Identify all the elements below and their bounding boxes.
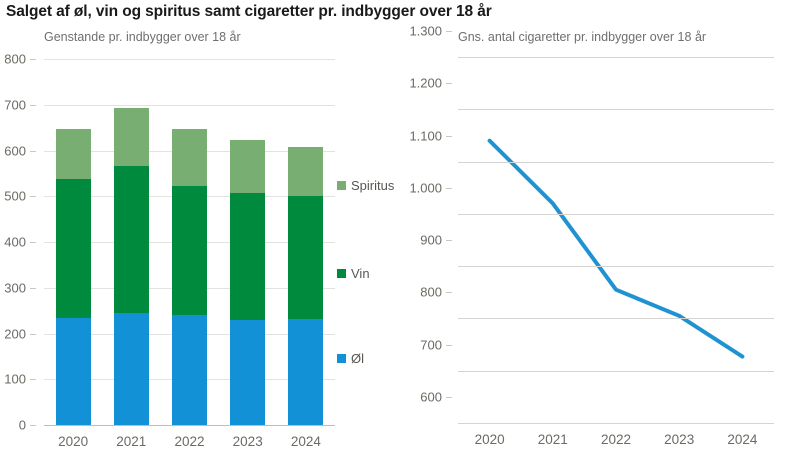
bar-chart-y-tick-label: 800 (4, 51, 26, 67)
bar-chart-gridline (44, 105, 335, 106)
legend-item-vin[interactable]: Vin (337, 266, 370, 281)
line-chart-y-tick-label: 1.100 (409, 128, 442, 144)
bar-chart-subtitle: Genstande pr. indbygger over 18 år (44, 30, 241, 44)
legend-item-label: Spiritus (351, 178, 395, 193)
bar-chart-gridline (44, 59, 335, 60)
bar-chart-x-tick-label: 2022 (174, 434, 205, 449)
bar-segment-øl[interactable] (230, 319, 266, 425)
bar-segment-spiritus[interactable] (55, 129, 91, 180)
bar-segment-øl[interactable] (55, 317, 91, 425)
line-chart-y-tick-label: 1.000 (409, 180, 442, 196)
line-chart-gridline (458, 423, 774, 424)
line-chart-y-tick-label: 600 (420, 389, 442, 405)
line-chart-gridline (458, 214, 774, 215)
bar-segment-spiritus[interactable] (230, 140, 266, 194)
line-chart-panel: Gns. antal cigaretter pr. indbygger over… (400, 26, 800, 463)
line-chart-x-tick-label: 2021 (537, 432, 568, 447)
line-chart-y-tick-label: 900 (420, 232, 442, 248)
bar-chart-y-tick-mark (30, 425, 36, 426)
legend-item-øl[interactable]: Øl (337, 351, 364, 366)
bar-chart-y-tick-mark (30, 59, 36, 60)
line-chart-subtitle: Gns. antal cigaretter pr. indbygger over… (458, 30, 707, 44)
line-chart-x-axis: 2020 2021 2022 2023 2024 (458, 432, 774, 452)
legend-item-label: Vin (351, 266, 370, 281)
line-chart-y-tick-mark (446, 345, 452, 346)
line-chart-y-tick-mark (446, 31, 452, 32)
line-chart-x-tick-label: 2023 (664, 432, 695, 447)
bar-group[interactable] (230, 59, 266, 425)
bar-group[interactable] (55, 59, 91, 425)
bar-segment-øl[interactable] (113, 312, 149, 425)
line-chart-x-tick-label: 2024 (727, 432, 758, 447)
bar-segment-vin[interactable] (55, 179, 91, 318)
line-chart-y-tick-label: 800 (420, 284, 442, 300)
bar-chart-x-tick-label: 2023 (232, 434, 263, 449)
line-chart-y-tick-mark (446, 83, 452, 84)
bar-segment-spiritus[interactable] (172, 129, 207, 186)
bar-chart-y-tick-mark (30, 379, 36, 380)
chart-legend: Spiritus Vin Øl (334, 26, 400, 463)
bar-segment-vin[interactable] (288, 196, 324, 319)
bar-segment-vin[interactable] (230, 193, 266, 320)
line-chart-series-svg (487, 138, 745, 359)
bar-chart-y-tick-mark (30, 196, 36, 197)
bar-chart-y-tick-mark (30, 105, 36, 106)
legend-item-label: Øl (351, 351, 364, 366)
bar-chart-x-tick-label: 2021 (116, 434, 147, 449)
bar-segment-vin[interactable] (113, 165, 149, 313)
bar-segment-øl[interactable] (288, 318, 324, 425)
bar-chart-y-tick-label: 100 (4, 371, 26, 387)
bar-chart-x-axis: 2020 2021 2022 2023 2024 (44, 434, 335, 454)
line-chart-x-tick-label: 2022 (600, 432, 632, 447)
bar-chart-axis-line (44, 425, 335, 426)
line-chart-x-tick-label: 2020 (474, 432, 505, 447)
line-chart-y-tick-mark (446, 240, 452, 241)
bar-chart-panel: Genstande pr. indbygger over 18 år 0 100 2… (0, 26, 400, 463)
bar-chart-y-tick-label: 500 (4, 188, 26, 204)
bar-chart-y-tick-label: 200 (4, 326, 26, 341)
bar-chart-y-tick-mark (30, 288, 36, 289)
legend-swatch-icon (337, 354, 346, 363)
line-chart-plot-area (458, 57, 774, 424)
bar-group[interactable] (288, 59, 324, 425)
page-title: Salget af øl, vin og spiritus samt cigar… (6, 3, 492, 20)
line-chart-y-axis: 600 700 800 900 1.000 1.100 1.200 1.300 (404, 24, 452, 405)
line-chart-gridline (458, 318, 774, 319)
bar-chart-y-tick-label: 600 (4, 143, 26, 158)
line-chart-y-tick-mark (446, 188, 452, 189)
bar-chart-plot-area (44, 59, 335, 426)
legend-swatch-icon (337, 181, 346, 190)
bar-group[interactable] (113, 59, 149, 425)
bar-chart-y-tick-label: 400 (4, 234, 26, 250)
legend-item-spiritus[interactable]: Spiritus (337, 178, 394, 193)
bar-chart-y-tick-label: 0 (18, 417, 26, 433)
bar-chart-x-tick-label: 2024 (290, 434, 321, 449)
line-chart-y-tick-label: 1.300 (409, 23, 442, 39)
line-chart-gridline (458, 109, 774, 110)
bar-chart-y-tick-label: 300 (4, 280, 26, 296)
line-chart-y-tick-mark (446, 397, 452, 398)
line-chart-y-tick-label: 700 (420, 337, 442, 353)
bar-chart-y-tick-mark (30, 334, 36, 335)
bar-segment-øl[interactable] (172, 315, 207, 425)
bar-segment-vin[interactable] (172, 185, 207, 316)
legend-swatch-icon (337, 269, 346, 278)
bar-chart-y-tick-label: 700 (4, 97, 26, 113)
line-chart-gridline (458, 162, 774, 163)
bar-segment-spiritus[interactable] (113, 107, 149, 166)
bar-chart-y-tick-mark (30, 151, 36, 152)
bar-chart-x-tick-label: 2020 (58, 434, 89, 449)
bar-chart-y-axis: 0 100 200 300 400 500 600 700 800 (0, 52, 36, 433)
line-chart-gridline (458, 371, 774, 372)
line-chart-y-tick-label: 1.200 (409, 75, 442, 91)
bar-segment-spiritus[interactable] (288, 146, 324, 197)
bar-group[interactable] (172, 59, 207, 425)
line-chart-gridline (458, 57, 774, 58)
line-chart-y-tick-mark (446, 292, 452, 293)
line-chart-series-line[interactable] (487, 138, 745, 359)
line-chart-gridline (458, 266, 774, 267)
line-chart-y-tick-mark (446, 136, 452, 137)
bar-chart-y-tick-mark (30, 242, 36, 243)
